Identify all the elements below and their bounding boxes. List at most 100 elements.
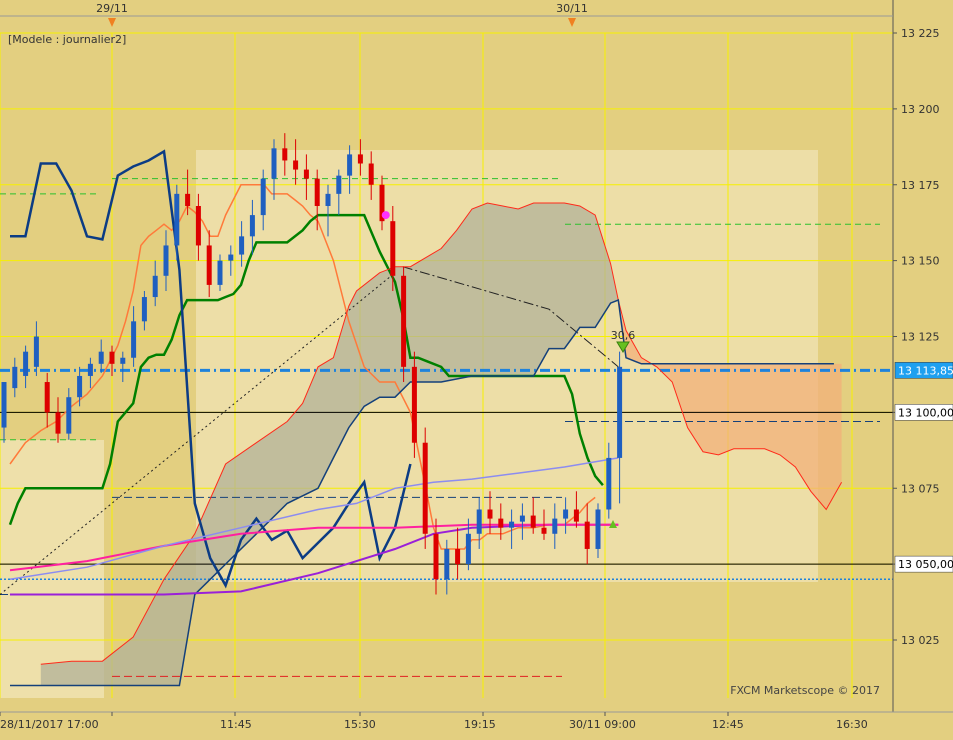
markers — [381, 211, 630, 528]
line-kijun — [8, 213, 604, 526]
candle-body-34 — [368, 163, 374, 185]
candle-body-17 — [185, 193, 191, 206]
candle-body-25 — [271, 148, 277, 179]
candle-body-28 — [303, 169, 309, 179]
candle-body-7 — [77, 375, 83, 398]
cloud-grey — [40, 202, 619, 686]
marker-magenta-dot — [381, 211, 390, 220]
candles — [1, 133, 623, 595]
y-tick-label-6: 13 075 — [901, 482, 940, 495]
marker-green-up — [609, 520, 617, 528]
candle-body-9 — [98, 351, 104, 364]
candle-body-31 — [336, 175, 342, 194]
candle-body-4 — [44, 382, 50, 413]
x-tick-label-5: 12:45 — [712, 718, 744, 731]
candle-body-19 — [206, 245, 212, 285]
candle-body-56 — [606, 457, 612, 510]
trend-dashdot — [402, 266, 619, 368]
candle-body-15 — [163, 245, 169, 276]
candle-body-51 — [552, 518, 558, 534]
candle-body-24 — [260, 178, 266, 216]
y-tick-label-2: 13 175 — [901, 179, 940, 192]
candle-body-27 — [293, 160, 299, 170]
candle-body-16 — [174, 193, 180, 246]
candle-body-57 — [617, 366, 623, 458]
candle-body-37 — [401, 275, 407, 367]
y-tick-label-4: 13 125 — [901, 331, 940, 344]
candle-body-42 — [455, 548, 461, 565]
y-tick-label-1: 13 200 — [901, 103, 940, 116]
candle-body-18 — [195, 205, 201, 246]
candle-body-0 — [1, 382, 7, 428]
x-tick-label-2: 15:30 — [344, 718, 376, 731]
candle-body-23 — [249, 215, 255, 237]
indicator-lines — [8, 149, 843, 687]
candle-body-52 — [563, 509, 569, 519]
x-tick-label-4: 30/11 09:00 — [569, 718, 636, 731]
candle-body-40 — [433, 533, 439, 580]
candle-body-54 — [584, 521, 590, 549]
candle-body-35 — [379, 184, 385, 222]
x-tick-label-1: 11:45 — [220, 718, 252, 731]
candle-body-5 — [55, 412, 61, 434]
date-marker-1: 30/11 — [556, 2, 588, 15]
candle-body-41 — [444, 548, 450, 580]
price-label-0: 13 113,85 — [898, 364, 953, 377]
line-tenkan — [9, 184, 596, 550]
x-tick-label-0: 28/11/2017 17:00 — [0, 718, 99, 731]
candle-body-55 — [595, 509, 601, 549]
marker-green-arrow — [616, 341, 630, 353]
candle-body-26 — [282, 148, 288, 161]
candle-body-21 — [228, 254, 234, 261]
candle-body-44 — [476, 509, 482, 534]
candle-body-48 — [519, 515, 525, 522]
candle-body-49 — [530, 515, 536, 528]
candle-body-6 — [66, 397, 72, 434]
candle-body-13 — [141, 297, 147, 322]
candle-body-39 — [422, 442, 428, 534]
candle-body-45 — [487, 509, 493, 519]
line-ma_magenta — [9, 523, 619, 572]
y-tick-label-0: 13 225 — [901, 27, 940, 40]
date-marker-arrow-1 — [568, 18, 576, 27]
candle-body-32 — [347, 154, 353, 176]
candle-body-36 — [390, 221, 396, 276]
y-tick-label-3: 13 150 — [901, 255, 940, 268]
candle-body-1 — [12, 366, 18, 389]
candle-body-30 — [325, 193, 331, 206]
line-ma_lilac — [9, 457, 619, 581]
candle-body-47 — [509, 521, 515, 528]
price-label-bg-1 — [894, 404, 953, 421]
candle-body-8 — [87, 363, 93, 376]
candle-body-10 — [109, 351, 115, 364]
candle-body-22 — [239, 236, 245, 255]
candle-body-12 — [131, 321, 137, 358]
price-label-2: 13 050,00 — [898, 558, 953, 571]
candle-body-2 — [23, 351, 29, 376]
candle-body-29 — [314, 178, 320, 206]
chart-subtitle: [Modele : journalier2] — [8, 33, 126, 46]
candle-body-43 — [465, 533, 471, 565]
candle-body-53 — [573, 509, 579, 522]
price-label-bg-2 — [894, 555, 953, 573]
y-tick-label-8: 13 025 — [901, 634, 940, 647]
x-tick-label-6: 16:30 — [836, 718, 868, 731]
candle-body-11 — [120, 357, 126, 364]
candle-body-14 — [152, 275, 158, 298]
watermark: FXCM Marketscope © 2017 — [730, 684, 880, 697]
line-chikou — [10, 149, 412, 589]
date-marker-arrow-0 — [108, 18, 116, 27]
price-label-bg-0 — [894, 362, 953, 379]
x-tick-label-3: 19:15 — [464, 718, 496, 731]
candle-body-50 — [541, 527, 547, 534]
candle-body-20 — [217, 260, 223, 285]
candle-body-3 — [33, 336, 39, 367]
candle-body-33 — [357, 154, 363, 164]
date-marker-0: 29/11 — [96, 2, 128, 15]
candle-body-38 — [411, 366, 417, 443]
price-label-1: 13 100,00 — [898, 406, 953, 419]
annotation-label: 30,6 — [611, 329, 636, 342]
